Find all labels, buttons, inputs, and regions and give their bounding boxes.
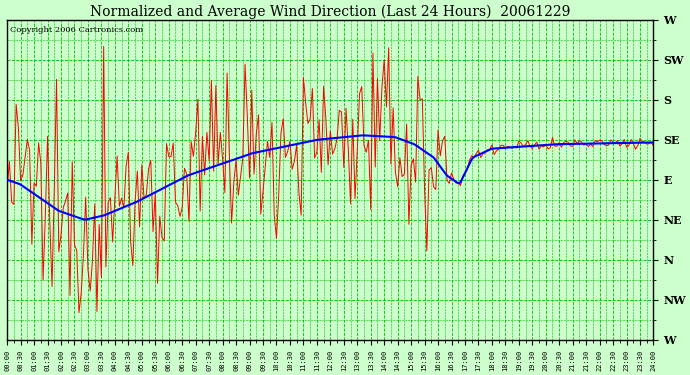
Text: Copyright 2006 Cartronics.com: Copyright 2006 Cartronics.com: [10, 26, 144, 34]
Title: Normalized and Average Wind Direction (Last 24 Hours)  20061229: Normalized and Average Wind Direction (L…: [90, 4, 571, 18]
